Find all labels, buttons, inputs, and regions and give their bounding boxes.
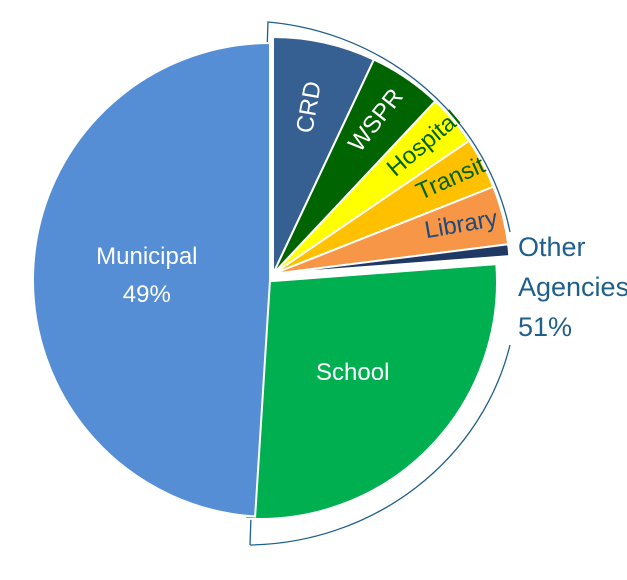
slice-label-municipal: Municipal 49% [96,243,197,308]
slice-municipal [32,41,271,518]
slice-school [244,263,498,520]
other-agencies-label: Other Agencies 51% [518,232,627,342]
slice-percent: 49% [123,281,171,308]
other-agencies-percent: 51% [518,312,572,342]
other-agencies-line-2: Agencies [518,272,627,302]
other-agencies-bracket [249,21,511,546]
pie-slices [32,35,511,520]
slice-small-segment [272,243,511,275]
slice-label-school: School [316,359,389,386]
other-agencies-line-1: Other [518,232,586,262]
slice-crd [272,35,376,275]
slice-name: Municipal [96,243,197,270]
